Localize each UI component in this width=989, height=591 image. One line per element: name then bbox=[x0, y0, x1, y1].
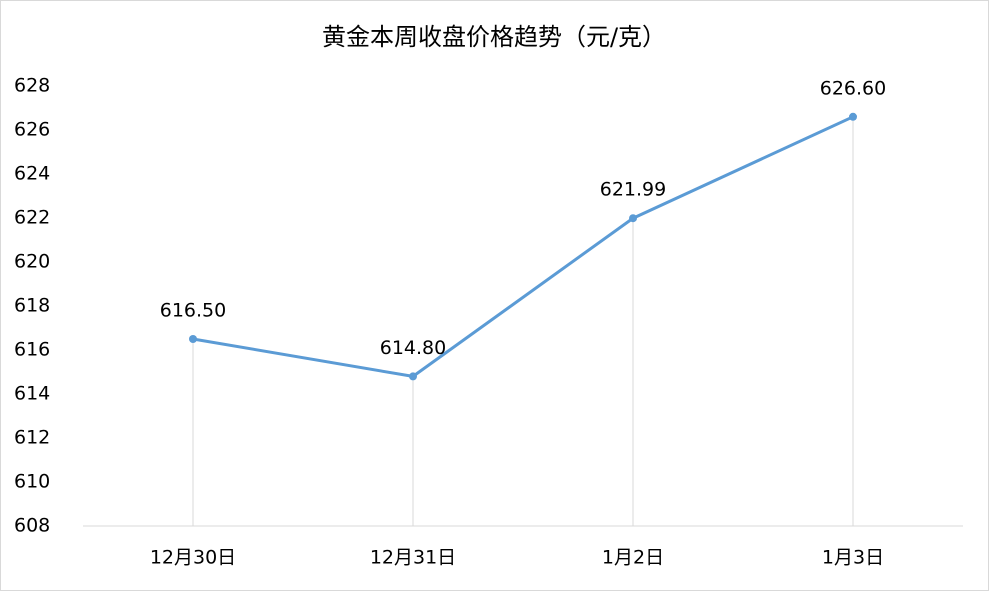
y-tick-label: 614 bbox=[14, 383, 50, 405]
y-tick-label: 622 bbox=[14, 207, 50, 229]
chart-title: 黄金本周收盘价格趋势（元/克） bbox=[322, 23, 666, 51]
data-label: 616.50 bbox=[160, 300, 226, 322]
data-label: 626.60 bbox=[820, 77, 886, 99]
y-tick-label: 618 bbox=[14, 295, 50, 317]
y-tick-label: 628 bbox=[14, 75, 50, 97]
data-label: 621.99 bbox=[600, 179, 666, 201]
y-tick-label: 624 bbox=[14, 163, 50, 185]
data-point bbox=[409, 372, 417, 381]
x-tick-label: 1月3日 bbox=[822, 547, 884, 569]
y-tick-label: 620 bbox=[14, 251, 50, 273]
data-point bbox=[629, 214, 637, 223]
y-tick-label: 610 bbox=[14, 471, 50, 493]
y-tick-label: 616 bbox=[14, 339, 50, 361]
data-point bbox=[189, 335, 197, 343]
x-tick-label: 12月31日 bbox=[370, 547, 456, 569]
series-line bbox=[192, 115, 854, 378]
x-tick-label: 12月30日 bbox=[150, 547, 236, 569]
y-tick-label: 626 bbox=[14, 119, 50, 141]
data-label: 614.80 bbox=[380, 337, 446, 359]
y-tick-label: 612 bbox=[14, 427, 50, 449]
y-tick-label: 608 bbox=[14, 515, 50, 537]
data-point bbox=[849, 112, 857, 121]
x-tick-label: 1月2日 bbox=[602, 547, 664, 569]
